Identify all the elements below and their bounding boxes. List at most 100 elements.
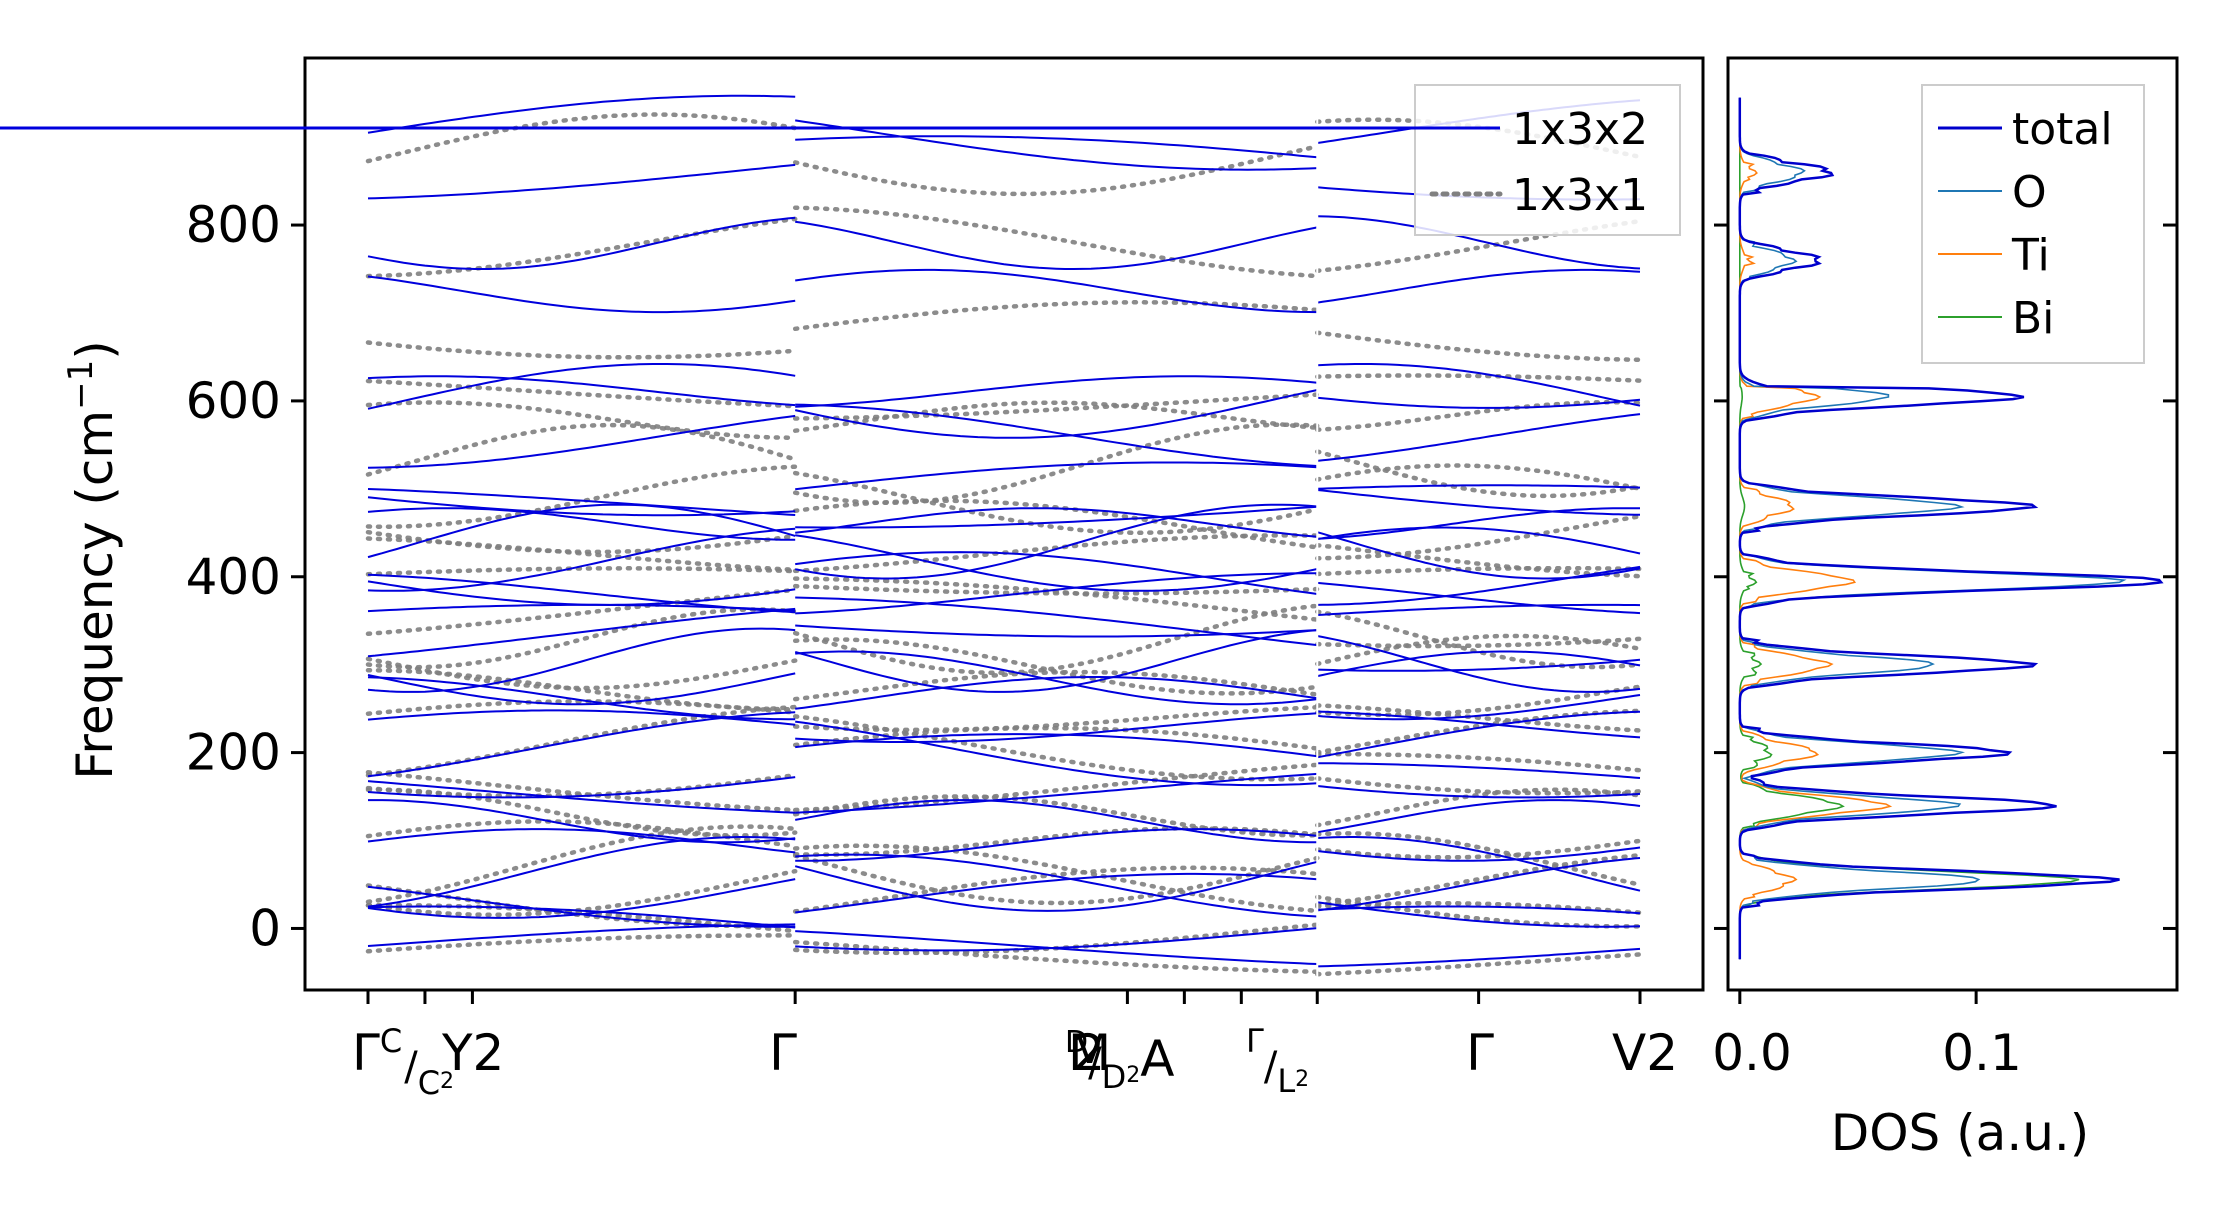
band-curve-1x3x1 xyxy=(1315,708,1643,755)
band-curve-1x3x2 xyxy=(1317,694,1641,721)
band-curve-1x3x2 xyxy=(795,572,1318,615)
band-curve-1x3x2 xyxy=(1317,846,1641,862)
band-curve-1x3x2 xyxy=(795,799,1318,844)
band-curve-1x3x1 xyxy=(1315,373,1643,383)
band-curve-1x3x2 xyxy=(795,551,1318,595)
kpoint-label-gamma-3: Γ xyxy=(1466,1024,1494,1082)
band-curve-1x3x1 xyxy=(1315,751,1643,773)
kpoint-label-gamma-1: ΓC/C2 xyxy=(352,1022,454,1102)
band-curve-1x3x2 xyxy=(367,375,796,407)
band-curve-1x3x2 xyxy=(1317,526,1641,555)
band-curve-1x3x2 xyxy=(795,505,1318,529)
band-curve-1x3x1 xyxy=(365,112,798,164)
band-curve-1x3x2 xyxy=(367,905,796,929)
band-curve-1x3x1 xyxy=(792,583,1320,596)
band-curve-1x3x2 xyxy=(1317,507,1641,540)
band-curve-1x3x2 xyxy=(1317,565,1641,606)
band-curve-1x3x2 xyxy=(1317,635,1641,693)
band-curve-1x3x1 xyxy=(792,205,1320,279)
band-curve-1x3x2 xyxy=(795,927,1318,952)
band-curve-1x3x1 xyxy=(365,587,798,637)
band-curve-1x3x2 xyxy=(1317,905,1641,915)
dos-x-axis-title: DOS (a.u.) xyxy=(1831,1104,2090,1162)
kpoint-label-gamma-2: Γ xyxy=(769,1024,797,1082)
band-y-ticks: 0 200 400 600 800 xyxy=(186,196,305,957)
band-curve-1x3x1 xyxy=(792,714,1320,782)
band-curve-1x3x2 xyxy=(795,676,1318,710)
band-ytick-label: 600 xyxy=(186,372,281,430)
band-curve-1x3x2 xyxy=(795,596,1318,647)
band-curve-1x3x1 xyxy=(1315,636,1643,649)
band-curve-1x3x1 xyxy=(792,825,1320,857)
band-curve-1x3x2 xyxy=(795,403,1318,467)
band-curve-1x3x1 xyxy=(792,762,1320,813)
band-curve-1x3x2 xyxy=(367,828,796,854)
band-curve-1x3x2 xyxy=(1317,531,1641,580)
band-curve-1x3x2 xyxy=(795,135,1318,159)
band-curve-1x3x2 xyxy=(795,503,1318,580)
band-curve-1x3x1 xyxy=(1315,449,1643,499)
band-curve-1x3x2 xyxy=(795,733,1318,758)
band-curve-1x3x1 xyxy=(1315,831,1643,887)
band-curve-1x3x1 xyxy=(365,824,798,905)
band-curve-1x3x2 xyxy=(795,220,1318,270)
band-curve-1x3x1 xyxy=(792,843,1320,914)
dos-xtick-label-1: 0.1 xyxy=(1942,1024,2022,1082)
band-curve-1x3x1 xyxy=(365,699,798,716)
band-curve-1x3x2 xyxy=(367,216,796,270)
band-curve-1x3x1 xyxy=(365,464,798,529)
band-curve-1x3x2 xyxy=(367,711,796,778)
band-curve-1x3x2 xyxy=(795,853,1318,918)
band-curve-1x3x2 xyxy=(795,828,1318,862)
kpoint-labels: ΓC/C2 Y2 Γ M2D/D2A Γ/L2 Γ V2 xyxy=(352,1022,1678,1102)
band-lines xyxy=(365,94,1643,977)
band-curve-1x3x1 xyxy=(1315,542,1643,579)
band-curve-1x3x2 xyxy=(1317,762,1641,779)
band-curve-1x3x2 xyxy=(367,709,796,726)
band-curve-1x3x2 xyxy=(367,507,796,541)
band-curve-1x3x1 xyxy=(792,794,1320,838)
band-curve-1x3x1 xyxy=(365,868,798,918)
band-curve-1x3x1 xyxy=(792,144,1320,197)
band-curve-1x3x2 xyxy=(795,375,1318,408)
band-curve-1x3x1 xyxy=(792,939,1320,975)
band-curve-1x3x1 xyxy=(1315,633,1643,667)
band-curve-1x3x1 xyxy=(365,378,798,409)
band-curve-1x3x2 xyxy=(367,414,796,469)
band-curve-1x3x1 xyxy=(365,819,798,849)
band-curve-1x3x2 xyxy=(367,780,796,814)
band-curve-1x3x1 xyxy=(792,865,1320,914)
band-curve-1x3x2 xyxy=(794,629,1318,693)
band-curve-1x3x2 xyxy=(795,624,1318,638)
band-structure-panel: 0 200 400 600 800 Frequency (cm−1) ΓC/C2 Y2 … xyxy=(0,56,1705,1102)
dos-y-ticks xyxy=(1714,223,2177,930)
band-curve-1x3x2 xyxy=(1317,396,1641,409)
band-curve-1x3x1 xyxy=(1315,776,1643,796)
band-curve-1x3x2 xyxy=(367,580,796,606)
legend-label-1x3x1: 1x3x1 xyxy=(1512,170,1648,221)
band-ytick-label: 0 xyxy=(249,899,281,957)
dos-lines xyxy=(1738,97,2164,960)
band-curve-1x3x2 xyxy=(1317,710,1641,759)
dos-curve-ti xyxy=(1739,97,1893,960)
band-curve-1x3x2 xyxy=(795,461,1318,491)
band-curve-1x3x1 xyxy=(1315,463,1643,492)
band-curve-1x3x1 xyxy=(365,607,798,670)
band-curve-1x3x1 xyxy=(1315,703,1643,733)
band-curve-1x3x2 xyxy=(795,650,1318,706)
dos-curve-total xyxy=(1738,97,2164,960)
band-legend: 1x3x2 1x3x1 xyxy=(0,84,1681,236)
y-axis-title: Frequency (cm−1) xyxy=(61,340,124,780)
band-curve-1x3x2 xyxy=(367,627,796,693)
band-curve-1x3x1 xyxy=(365,536,798,573)
band-curve-1x3x1 xyxy=(1315,400,1643,433)
band-curve-1x3x1 xyxy=(365,422,798,477)
band-curve-1x3x2 xyxy=(1317,658,1641,672)
band-curve-1x3x1 xyxy=(792,533,1320,574)
band-curve-1x3x1 xyxy=(1315,838,1643,860)
band-x-ticks xyxy=(366,990,1642,1004)
band-curve-1x3x1 xyxy=(792,400,1320,433)
band-curve-1x3x1 xyxy=(792,392,1320,421)
band-curve-1x3x2 xyxy=(1317,785,1641,799)
band-curve-1x3x1 xyxy=(1315,787,1643,828)
